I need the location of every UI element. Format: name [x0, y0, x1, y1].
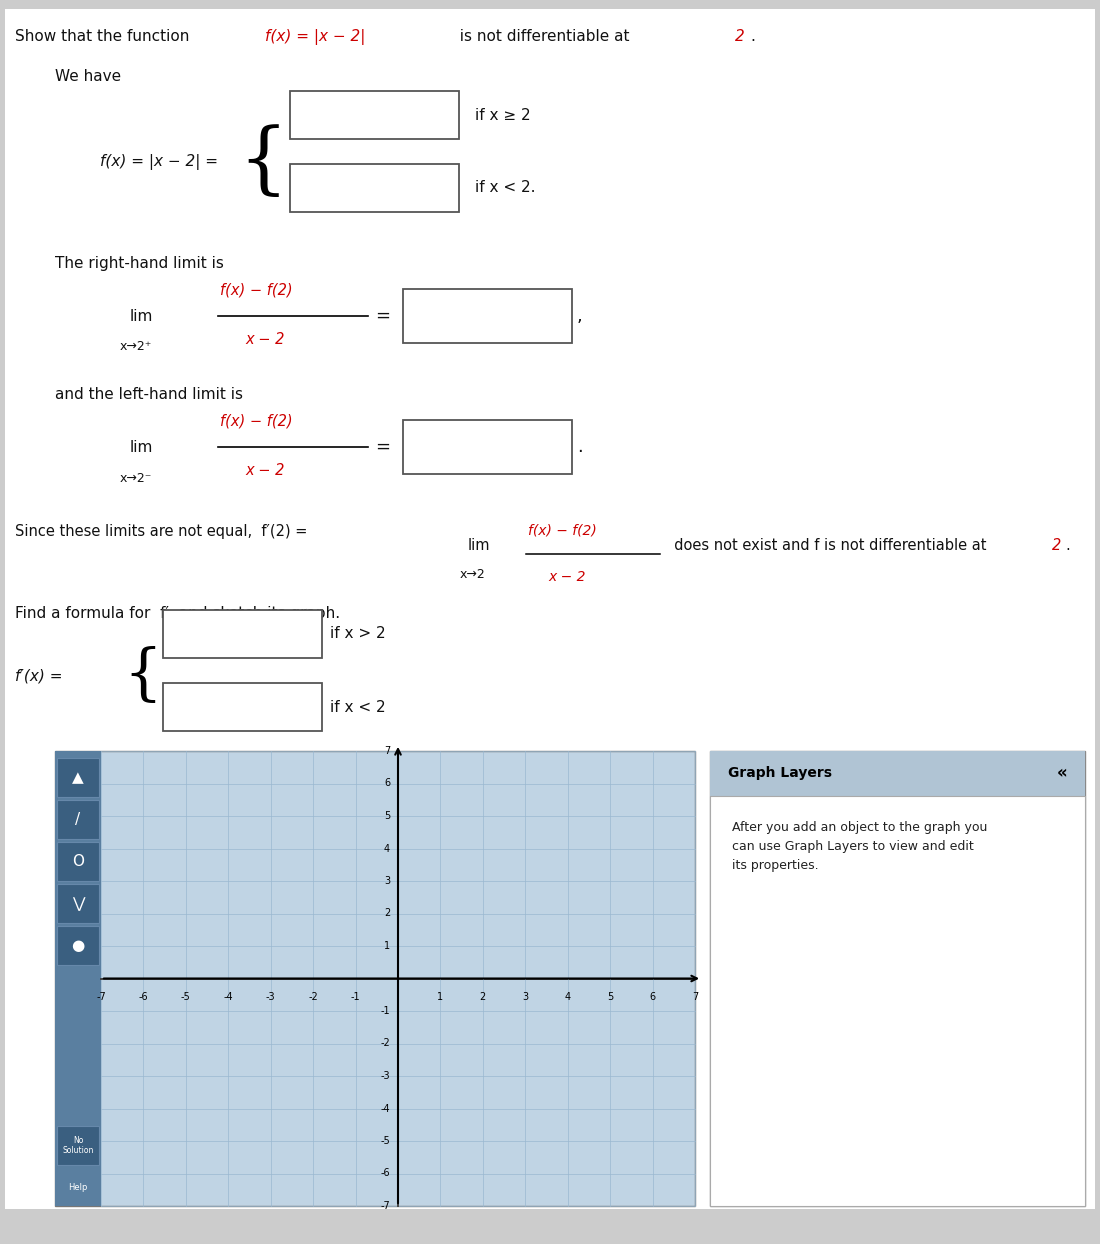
Text: «: «: [1056, 765, 1067, 782]
FancyBboxPatch shape: [710, 751, 1085, 1205]
Text: 5: 5: [384, 811, 390, 821]
FancyBboxPatch shape: [403, 420, 572, 474]
Text: 2: 2: [735, 29, 745, 44]
FancyBboxPatch shape: [6, 9, 1094, 1209]
Text: Since these limits are not equal,  f′(2) =: Since these limits are not equal, f′(2) …: [15, 524, 312, 539]
Text: -7: -7: [96, 991, 106, 1001]
Text: ●: ●: [72, 938, 85, 953]
Text: -2: -2: [308, 991, 318, 1001]
FancyBboxPatch shape: [55, 751, 695, 1205]
Text: -5: -5: [381, 1136, 390, 1146]
Text: /: /: [76, 812, 80, 827]
Text: -3: -3: [266, 991, 275, 1001]
Text: lim: lim: [130, 309, 153, 323]
FancyBboxPatch shape: [57, 926, 99, 965]
Text: 3: 3: [522, 991, 528, 1001]
Text: 1: 1: [438, 991, 443, 1001]
Text: ⋁: ⋁: [72, 896, 85, 911]
Text: -4: -4: [223, 991, 233, 1001]
Text: 2: 2: [384, 908, 390, 918]
Text: ▲: ▲: [73, 770, 84, 785]
Text: We have: We have: [55, 68, 121, 85]
Text: Graph Layers: Graph Layers: [728, 766, 832, 780]
Text: f(x) − f(2): f(x) − f(2): [220, 414, 293, 429]
Text: Help: Help: [68, 1183, 88, 1193]
Text: x − 2: x − 2: [245, 332, 285, 347]
FancyBboxPatch shape: [57, 758, 99, 797]
Text: No
Solution: No Solution: [63, 1136, 94, 1156]
Text: After you add an object to the graph you
can use Graph Layers to view and edit
i: After you add an object to the graph you…: [732, 821, 988, 872]
Text: lim: lim: [130, 439, 153, 454]
Text: if x ≥ 2: if x ≥ 2: [475, 107, 530, 122]
FancyBboxPatch shape: [163, 610, 322, 658]
Text: The right-hand limit is: The right-hand limit is: [55, 256, 224, 271]
Text: 7: 7: [692, 991, 698, 1001]
Text: does not exist and f is not differentiable at: does not exist and f is not differentiab…: [666, 539, 996, 554]
FancyBboxPatch shape: [57, 842, 99, 881]
Text: f(x) − f(2): f(x) − f(2): [528, 524, 596, 537]
Text: 4: 4: [384, 843, 390, 853]
Text: 1: 1: [384, 940, 390, 950]
Text: ,: ,: [578, 307, 583, 325]
Text: .: .: [1065, 539, 1069, 554]
FancyBboxPatch shape: [55, 751, 101, 1205]
FancyBboxPatch shape: [57, 800, 99, 838]
Text: =: =: [375, 307, 390, 325]
Text: if x < 2.: if x < 2.: [475, 180, 536, 195]
Text: .: .: [578, 438, 583, 457]
Text: -7: -7: [381, 1200, 390, 1210]
Text: x→2: x→2: [460, 567, 486, 581]
Text: -6: -6: [139, 991, 148, 1001]
Text: -1: -1: [351, 991, 361, 1001]
Text: x − 2: x − 2: [245, 463, 285, 478]
Text: if x > 2: if x > 2: [330, 627, 386, 642]
FancyBboxPatch shape: [57, 1126, 99, 1164]
Text: and the left-hand limit is: and the left-hand limit is: [55, 387, 243, 402]
FancyBboxPatch shape: [710, 796, 1085, 1205]
Text: O: O: [72, 853, 84, 870]
Text: -2: -2: [381, 1039, 390, 1049]
Text: .: .: [750, 29, 755, 44]
Text: 4: 4: [564, 991, 571, 1001]
Text: is not differentiable at: is not differentiable at: [450, 29, 639, 44]
Text: 7: 7: [384, 746, 390, 756]
Text: -6: -6: [381, 1168, 390, 1178]
FancyBboxPatch shape: [403, 289, 572, 343]
Text: -3: -3: [381, 1071, 390, 1081]
Text: if x < 2: if x < 2: [330, 699, 386, 714]
FancyBboxPatch shape: [290, 91, 459, 139]
Text: {: {: [123, 646, 162, 707]
Text: f′(x) =: f′(x) =: [15, 668, 63, 683]
Text: 6: 6: [384, 779, 390, 789]
FancyBboxPatch shape: [710, 751, 1085, 796]
Text: -4: -4: [381, 1103, 390, 1113]
FancyBboxPatch shape: [290, 164, 459, 211]
Text: x − 2: x − 2: [548, 570, 585, 583]
Text: x→2⁺: x→2⁺: [120, 341, 153, 353]
Text: x→2⁻: x→2⁻: [120, 471, 153, 484]
Text: =: =: [375, 438, 390, 457]
FancyBboxPatch shape: [163, 683, 322, 731]
Text: -5: -5: [182, 991, 190, 1001]
Text: f(x) = |x − 2|: f(x) = |x − 2|: [265, 29, 365, 45]
FancyBboxPatch shape: [57, 884, 99, 923]
Text: 2: 2: [1052, 539, 1062, 554]
Text: f(x) = |x − 2| =: f(x) = |x − 2| =: [100, 154, 218, 170]
Text: Show that the function: Show that the function: [15, 29, 199, 44]
Text: 6: 6: [649, 991, 656, 1001]
Text: -1: -1: [381, 1006, 390, 1016]
Text: f(x) − f(2): f(x) − f(2): [220, 282, 293, 299]
Text: 3: 3: [384, 876, 390, 886]
Text: Find a formula for  f′  and sketch its graph.: Find a formula for f′ and sketch its gra…: [15, 606, 340, 621]
Text: 5: 5: [607, 991, 614, 1001]
Text: lim: lim: [468, 539, 491, 554]
Text: 2: 2: [480, 991, 486, 1001]
Text: {: {: [239, 124, 288, 200]
